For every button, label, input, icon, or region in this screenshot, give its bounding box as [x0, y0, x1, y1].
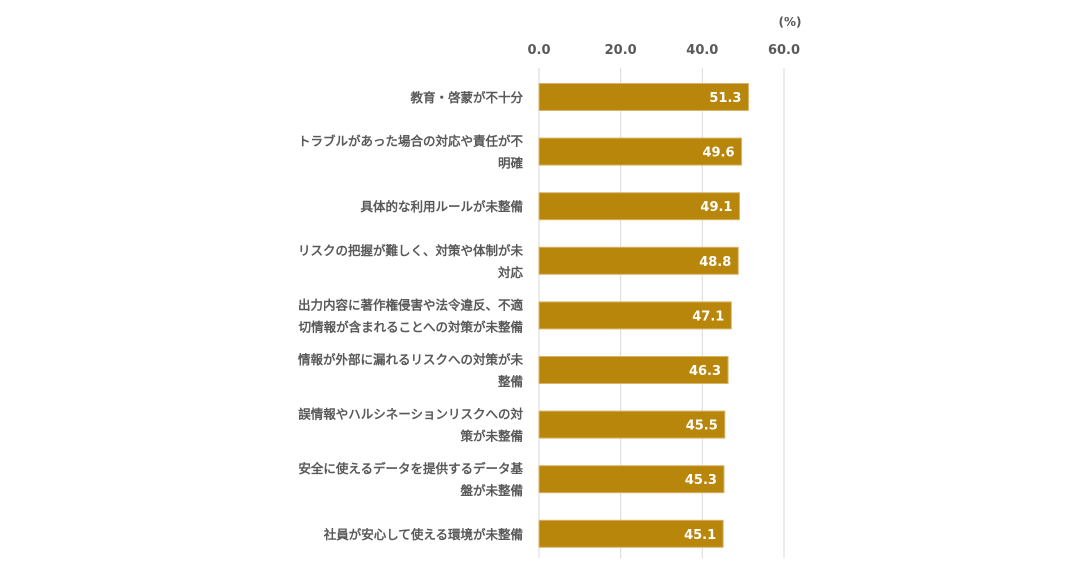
- bar-2: [538, 192, 740, 221]
- bar-3: [538, 246, 739, 275]
- data-label-8: 45.1: [684, 528, 716, 543]
- data-label-3: 48.8: [699, 255, 731, 270]
- category-label-5-line-0: 情報が外部に漏れるリスクへの対策が未: [298, 352, 524, 367]
- category-label-5-line-1: 整備: [498, 374, 524, 389]
- bar-8: [538, 519, 724, 548]
- bar-7: [538, 465, 725, 494]
- unit-label: (%): [779, 15, 802, 29]
- x-tick-label-3: 60.0: [768, 43, 800, 58]
- x-tick-label-0: 0.0: [527, 43, 550, 58]
- category-label-4-line-0: 出力内容に著作権侵害や法令違反、不適: [298, 297, 524, 312]
- category-label-7-line-1: 盤が未整備: [460, 483, 523, 498]
- category-label-6-line-1: 策が未整備: [460, 429, 523, 444]
- category-label-7-line-0: 安全に使えるデータを提供するデータ基: [298, 461, 523, 476]
- data-label-6: 45.5: [686, 419, 718, 434]
- category-label-0: 教育・啓蒙が不十分: [409, 90, 523, 105]
- category-labels: 教育・啓蒙が不十分トラブルがあった場合の対応や責任が不明確具体的な利用ルールが未…: [298, 90, 524, 542]
- category-label-4-line-1: 切情報が含まれることへの対策が未整備: [299, 319, 524, 334]
- bar-1: [538, 137, 743, 166]
- bar-4: [538, 301, 732, 330]
- category-label-1-line-1: 明確: [498, 156, 524, 171]
- category-label-8: 社員が安心して使える環境が未整備: [323, 527, 524, 542]
- bar-5: [538, 356, 729, 384]
- x-tick-label-1: 20.0: [605, 43, 637, 58]
- data-label-4: 47.1: [692, 309, 724, 324]
- category-label-2: 具体的な利用ルールが未整備: [359, 199, 523, 214]
- data-label-7: 45.3: [685, 473, 717, 488]
- x-tick-label-2: 40.0: [686, 43, 718, 58]
- bar-0: [538, 83, 749, 111]
- data-label-5: 46.3: [689, 364, 721, 379]
- category-label-3-line-0: リスクの把握が難しく、対策や体制が未: [298, 243, 524, 258]
- x-axis-ticks: 0.0 20.0 40.0 60.0: [527, 43, 800, 58]
- category-label-1-line-0: トラブルがあった場合の対応や責任が不: [298, 134, 524, 149]
- data-labels: 51.3 49.6 49.1 48.8 47.1 46.3 45.5 45.3 45.1: [684, 91, 741, 543]
- category-label-6-line-0: 誤情報やハルシネーションリスクへの対: [298, 407, 523, 422]
- category-label-3-line-1: 対応: [497, 265, 524, 280]
- bars: [538, 83, 749, 548]
- data-label-0: 51.3: [709, 91, 741, 106]
- data-label-1: 49.6: [702, 146, 734, 161]
- data-label-2: 49.1: [700, 200, 732, 215]
- bar-6: [538, 410, 726, 439]
